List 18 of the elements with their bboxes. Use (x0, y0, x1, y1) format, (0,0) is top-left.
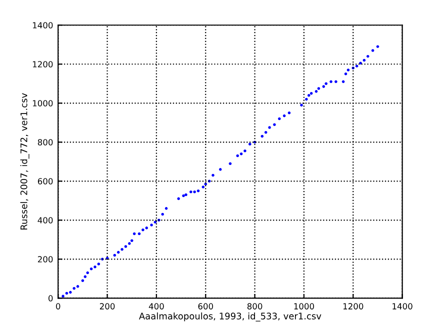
x-tick-label: 1000 (294, 303, 314, 310)
y-tick-label: 1200 (32, 61, 53, 68)
x-tick-label: 800 (247, 303, 262, 310)
x-tick-label: 200 (100, 303, 115, 310)
x-tick-label: 1400 (392, 303, 412, 310)
x-tick-label: 400 (148, 303, 164, 310)
y-tick-label: 400 (38, 217, 53, 224)
y-tick-label: 0 (48, 295, 53, 302)
y-tick-label: 600 (38, 178, 53, 184)
y-axis-title: Russel, 2007, id_772, ver1.csv (20, 93, 30, 230)
x-axis-title: Aaalmakopoulos, 1993, id_533, ver1.csv (138, 312, 322, 322)
y-tick-label: 800 (38, 139, 53, 146)
x-tick-label: 600 (198, 303, 214, 310)
y-tick-label: 1000 (32, 100, 53, 106)
x-tick-label: 0 (56, 303, 60, 310)
y-tick-label: 200 (38, 256, 53, 262)
y-tick-label: 1400 (32, 22, 53, 28)
x-tick-label: 1200 (343, 303, 364, 310)
